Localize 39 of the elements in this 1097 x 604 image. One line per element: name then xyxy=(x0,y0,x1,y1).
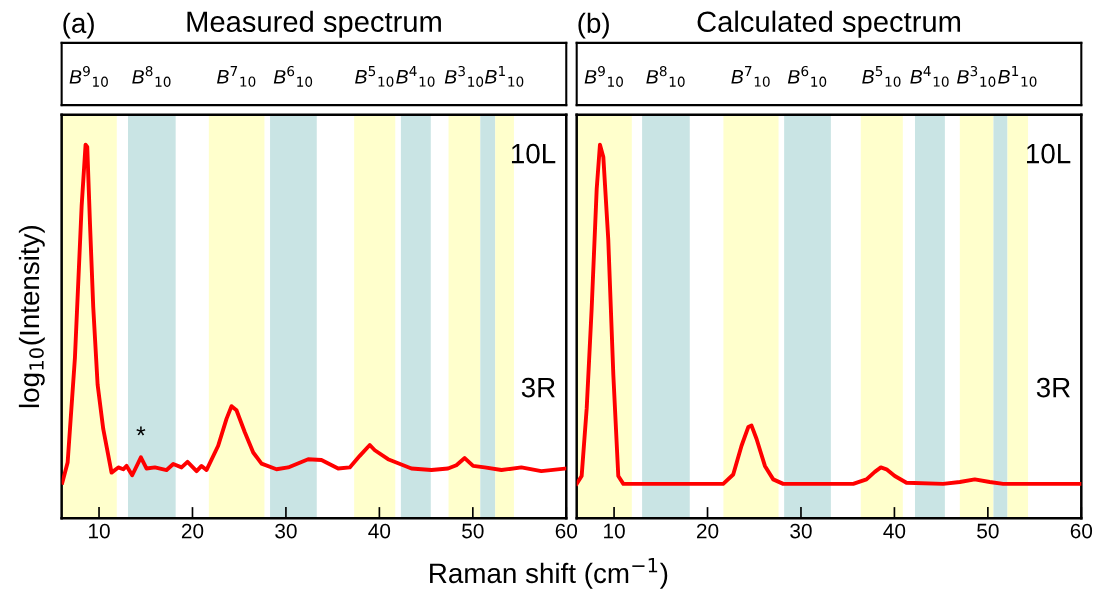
band-label: B$^{3}$$_{10}$ xyxy=(957,65,996,87)
band-label: B$^{1}$$_{10}$ xyxy=(998,66,1037,87)
x-tick-label: 50 xyxy=(977,523,999,539)
annotation: 3R xyxy=(1036,377,1070,398)
text: (a) xyxy=(63,12,94,39)
x-tick-label: 10 xyxy=(89,523,110,539)
annotation: 10L xyxy=(1027,143,1071,164)
band-label: B$^{8}$$_{10}$ xyxy=(646,65,685,87)
band-label: B$^{4}$$_{10}$ xyxy=(396,66,435,87)
x-tick-label: 30 xyxy=(275,523,297,539)
x-tick-label: 50 xyxy=(462,523,484,539)
x-tick-label: 40 xyxy=(368,523,391,539)
band-label: B$^{1}$$_{10}$ xyxy=(484,66,524,87)
chart-title: Calculated spectrum xyxy=(697,10,961,38)
band-label: B$^{5}$$_{10}$ xyxy=(355,66,394,87)
x-tick-label: 60 xyxy=(1070,523,1093,539)
annotation: * xyxy=(136,426,146,436)
band-label: B$^{9}$$_{10}$ xyxy=(69,65,108,87)
x-tick-label: 20 xyxy=(181,523,204,539)
band-label: B$^{8}$$_{10}$ xyxy=(132,65,171,87)
band-label: B$^{6}$$_{10}$ xyxy=(787,65,827,87)
band-label: B$^{3}$$_{10}$ xyxy=(444,65,484,87)
x-tick-label: 40 xyxy=(883,523,906,539)
band-label: B$^{6}$$_{10}$ xyxy=(273,65,313,87)
y-axis-title: log$_{10}$(Intensity) xyxy=(18,225,45,408)
text: (b) xyxy=(578,12,609,39)
band-label: B$^{4}$$_{10}$ xyxy=(910,66,949,87)
x-tick-label: 30 xyxy=(790,523,812,539)
x-tick-label: 60 xyxy=(555,523,578,539)
band-label: B$^{5}$$_{10}$ xyxy=(862,66,901,87)
annotation: 3R xyxy=(521,377,555,398)
x-tick-label: 10 xyxy=(604,523,625,539)
band-label: B$^{7}$$_{10}$ xyxy=(731,66,770,87)
chart-title: Measured spectrum xyxy=(187,10,441,38)
x-axis-title: Raman shift (cm$^{−1}$) xyxy=(430,558,668,589)
band-label: B$^{7}$$_{10}$ xyxy=(217,66,256,87)
annotation: 10L xyxy=(511,143,556,164)
x-tick-label: 20 xyxy=(696,523,719,539)
band-label: B$^{9}$$_{10}$ xyxy=(584,65,623,87)
